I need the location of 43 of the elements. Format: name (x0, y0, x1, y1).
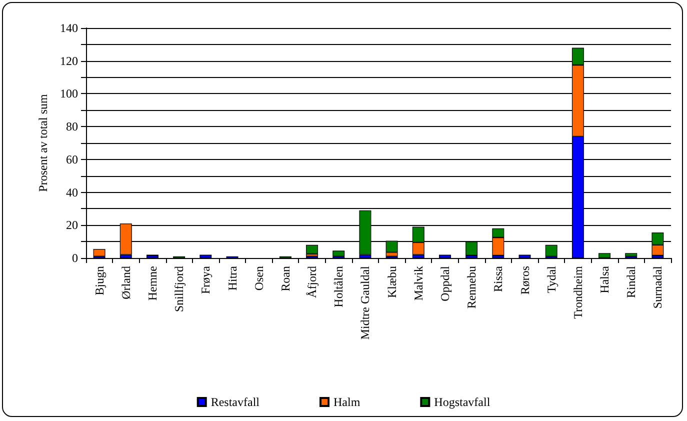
y-tick-label: 80 (66, 120, 78, 134)
x-tick-label: Roan (278, 266, 292, 292)
x-tick-label: Rindal (624, 265, 638, 298)
y-tick-label: 100 (60, 86, 78, 101)
bar (306, 244, 318, 254)
bar (93, 248, 106, 256)
x-tick-label: Malvik (411, 266, 426, 301)
x-tick-label: Osen (252, 266, 266, 291)
x-tick-label: Trondheim (570, 265, 585, 319)
x-tick-label: Frøya (198, 265, 213, 294)
bar (438, 254, 451, 258)
bar (545, 244, 558, 256)
x-tick-label: Tydal (544, 265, 558, 294)
x-tick-label: Åfjord (305, 266, 320, 298)
bar (598, 253, 611, 258)
y-axis-title: Prosent av total sum (36, 94, 50, 192)
y-tick-label: 20 (66, 218, 78, 232)
x-tick-label: Ørland (118, 266, 133, 300)
bar (518, 254, 531, 258)
y-tick-label: 60 (66, 152, 78, 166)
y-tick-label: 120 (60, 54, 78, 68)
x-tick-label: Snillfjord (172, 266, 186, 312)
x-tick-label: Rissa (491, 265, 506, 292)
x-tick-label: Røros (518, 266, 532, 295)
y-tick-label: 140 (60, 21, 78, 35)
bar (332, 250, 345, 256)
y-tick-label: 40 (66, 185, 78, 200)
legend-label: Halm (334, 395, 361, 409)
y-tick-label: 0 (72, 251, 78, 265)
bar (200, 254, 212, 258)
x-tick-label: Bjugn (92, 266, 106, 296)
x-tick-label: Hitra (225, 265, 240, 291)
x-tick-label: Rennebu (464, 266, 479, 309)
x-tick-label: Hemne (145, 266, 160, 301)
x-tick-label: Midtre Gauldal (358, 265, 372, 340)
x-tick-label: Klæbu (384, 266, 399, 298)
x-tick-label: Surnadal (650, 265, 665, 309)
x-tick-label: Oppdal (438, 265, 452, 302)
x-tick-label: Holtålen (332, 266, 346, 308)
legend-label: Restavfall (210, 395, 260, 409)
bar (625, 253, 638, 256)
legend-label: Hogstavfall (434, 395, 491, 409)
x-tick-label: Halsa (598, 265, 612, 294)
